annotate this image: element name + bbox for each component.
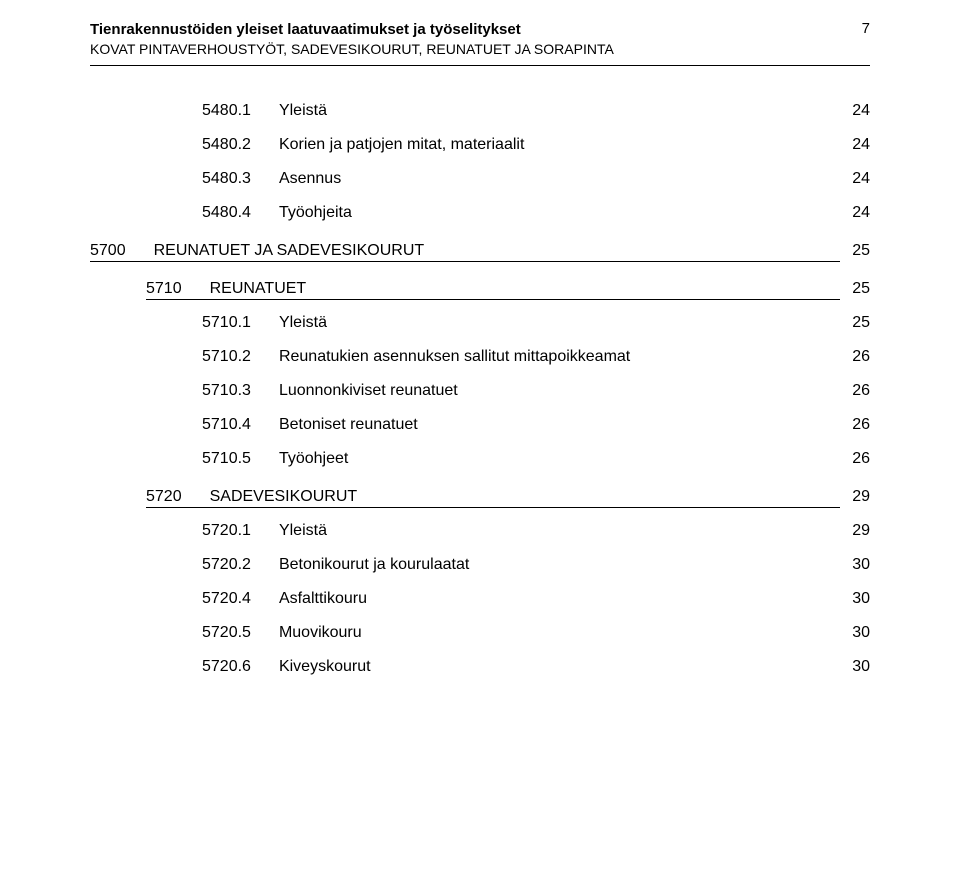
toc-label: Kiveyskourut	[251, 658, 844, 676]
toc-page: 26	[844, 348, 870, 366]
toc-number: 5710.3	[202, 382, 251, 400]
toc-page: 29	[844, 522, 870, 540]
toc-row: 5710.4Betoniset reunatuet26	[90, 416, 870, 434]
document-header: Tienrakennustöiden yleiset laatuvaatimuk…	[90, 20, 870, 59]
toc-number: 5720.5	[202, 624, 251, 642]
header-title: Tienrakennustöiden yleiset laatuvaatimuk…	[90, 20, 870, 40]
page: 7 Tienrakennustöiden yleiset laatuvaatim…	[0, 0, 960, 676]
toc-row: 5720.6Kiveyskourut30	[90, 658, 870, 676]
toc-number: 5700	[90, 242, 126, 260]
toc-number: 5480.2	[202, 136, 251, 154]
toc-label: Korien ja patjojen mitat, materiaalit	[251, 136, 844, 154]
header-subtitle: KOVAT PINTAVERHOUSTYÖT, SADEVESIKOURUT, …	[90, 40, 870, 59]
toc-label: Luonnonkiviset reunatuet	[251, 382, 844, 400]
toc-page: 29	[844, 488, 870, 506]
toc-row: 5480.4Työohjeita24	[90, 204, 870, 222]
toc-label: Reunatukien asennuksen sallitut mittapoi…	[251, 348, 844, 366]
toc-row: 5480.3Asennus24	[90, 170, 870, 188]
toc-underline	[90, 261, 840, 262]
toc-page: 30	[844, 556, 870, 574]
toc-number: 5720.4	[202, 590, 251, 608]
toc-label: REUNATUET	[182, 280, 844, 298]
toc-page: 26	[844, 382, 870, 400]
toc-label: Yleistä	[251, 522, 844, 540]
toc-label: Muovikouru	[251, 624, 844, 642]
toc-row: 5720.2Betonikourut ja kourulaatat30	[90, 556, 870, 574]
header-rule	[90, 65, 870, 66]
toc-row: 5720SADEVESIKOURUT29	[90, 488, 870, 506]
toc-page: 26	[844, 450, 870, 468]
toc-label: Betoniset reunatuet	[251, 416, 844, 434]
toc-row: 5720.4Asfalttikouru30	[90, 590, 870, 608]
toc-label: REUNATUET JA SADEVESIKOURUT	[126, 242, 844, 260]
toc-label: Työohjeita	[251, 204, 844, 222]
toc-row: 5710.2Reunatukien asennuksen sallitut mi…	[90, 348, 870, 366]
toc-row: 5710.3Luonnonkiviset reunatuet26	[90, 382, 870, 400]
toc-label: SADEVESIKOURUT	[182, 488, 844, 506]
toc-page: 25	[844, 242, 870, 260]
toc-number: 5480.3	[202, 170, 251, 188]
toc-label: Yleistä	[251, 102, 844, 120]
toc-number: 5480.4	[202, 204, 251, 222]
toc-page: 24	[844, 136, 870, 154]
toc-label: Asfalttikouru	[251, 590, 844, 608]
toc-row: 5710REUNATUET25	[90, 280, 870, 298]
toc-page: 24	[844, 204, 870, 222]
toc-number: 5710.4	[202, 416, 251, 434]
toc-number: 5720.1	[202, 522, 251, 540]
toc-number: 5720.2	[202, 556, 251, 574]
toc-underline	[146, 507, 840, 508]
toc-page: 25	[844, 280, 870, 298]
toc-row: 5480.1Yleistä24	[90, 102, 870, 120]
toc-label: Asennus	[251, 170, 844, 188]
toc-number: 5710.5	[202, 450, 251, 468]
toc-row: 5720.5Muovikouru30	[90, 624, 870, 642]
toc-number: 5720.6	[202, 658, 251, 676]
toc-page: 24	[844, 170, 870, 188]
toc-number: 5720	[146, 488, 182, 506]
table-of-contents: 5480.1Yleistä245480.2Korien ja patjojen …	[90, 102, 870, 676]
toc-row: 5720.1Yleistä29	[90, 522, 870, 540]
toc-number: 5480.1	[202, 102, 251, 120]
toc-row: 5710.1Yleistä25	[90, 314, 870, 332]
toc-underline	[146, 299, 840, 300]
toc-number: 5710	[146, 280, 182, 298]
toc-label: Työohjeet	[251, 450, 844, 468]
toc-label: Yleistä	[251, 314, 844, 332]
toc-row: 5480.2Korien ja patjojen mitat, materiaa…	[90, 136, 870, 154]
toc-page: 26	[844, 416, 870, 434]
page-number: 7	[862, 20, 870, 37]
toc-number: 5710.1	[202, 314, 251, 332]
toc-page: 24	[844, 102, 870, 120]
toc-number: 5710.2	[202, 348, 251, 366]
toc-label: Betonikourut ja kourulaatat	[251, 556, 844, 574]
toc-page: 25	[844, 314, 870, 332]
toc-row: 5710.5Työohjeet26	[90, 450, 870, 468]
toc-page: 30	[844, 624, 870, 642]
toc-page: 30	[844, 658, 870, 676]
toc-row: 5700REUNATUET JA SADEVESIKOURUT25	[90, 242, 870, 260]
toc-page: 30	[844, 590, 870, 608]
